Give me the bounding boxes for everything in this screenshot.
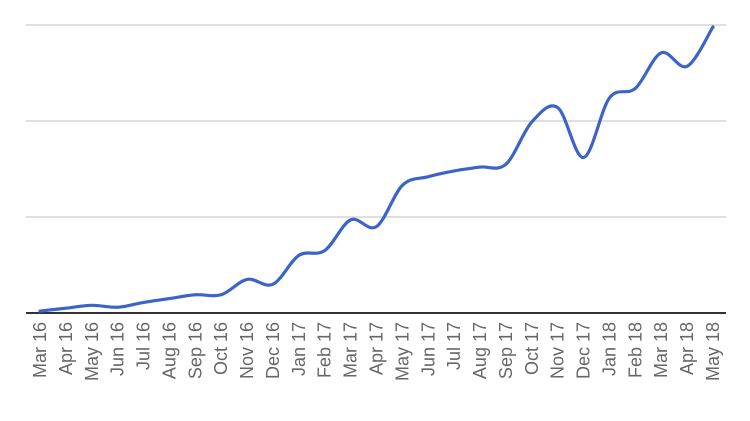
data-point-17 <box>477 164 483 170</box>
data-point-12 <box>348 217 354 223</box>
data-point-3 <box>115 304 121 310</box>
data-point-10 <box>296 252 302 258</box>
x-tick-label: Apr 16 <box>56 322 76 375</box>
gridlines <box>26 24 726 314</box>
x-axis: Mar 16 Apr 16 May 16 Jun 16 Jul 16 Aug 16 Sep … <box>30 322 723 381</box>
data-point-25 <box>684 63 690 69</box>
data-point-26 <box>710 24 716 30</box>
data-point-4 <box>141 299 147 305</box>
data-point-5 <box>166 296 172 302</box>
x-tick-label: Mar 17 <box>341 322 361 378</box>
data-point-24 <box>658 50 664 56</box>
data-point-20 <box>555 105 561 111</box>
x-tick-label: Jul 17 <box>444 322 464 370</box>
data-point-1 <box>63 305 69 311</box>
x-tick-label: Dec 16 <box>263 322 283 379</box>
x-tick-label: Jan 18 <box>599 322 619 376</box>
x-tick-label: Jul 16 <box>134 322 154 370</box>
x-tick-label: Sep 16 <box>185 322 205 379</box>
x-tick-label: Mar 16 <box>30 322 50 378</box>
data-point-19 <box>529 119 535 125</box>
data-point-23 <box>632 85 638 91</box>
x-tick-label: Jun 17 <box>418 322 438 376</box>
data-point-11 <box>322 248 328 254</box>
data-point-0 <box>37 308 43 314</box>
data-point-18 <box>503 161 509 167</box>
x-tick-label: Dec 17 <box>574 322 594 379</box>
data-point-21 <box>581 154 587 160</box>
x-tick-label: Jan 17 <box>289 322 309 376</box>
data-point-16 <box>451 168 457 174</box>
x-tick-label: Mar 18 <box>651 322 671 378</box>
data-point-22 <box>606 95 612 101</box>
x-tick-label: Feb 18 <box>625 322 645 378</box>
x-tick-label: Sep 17 <box>496 322 516 379</box>
series-line-0 <box>38 25 715 313</box>
data-point-13 <box>374 224 380 230</box>
x-tick-label: May 16 <box>82 322 102 381</box>
x-tick-label: May 17 <box>392 322 412 381</box>
x-tick-label: Apr 18 <box>677 322 697 375</box>
x-tick-label: Nov 16 <box>237 322 257 379</box>
x-tick-label: Feb 17 <box>315 322 335 378</box>
x-tick-label: May 18 <box>703 322 723 381</box>
data-point-6 <box>192 292 198 298</box>
data-point-14 <box>399 182 405 188</box>
data-point-8 <box>244 276 250 282</box>
series-layer <box>37 24 716 314</box>
x-tick-label: Aug 16 <box>159 322 179 379</box>
data-point-15 <box>425 174 431 180</box>
x-tick-label: Aug 17 <box>470 322 490 379</box>
x-tick-label: Nov 17 <box>548 322 568 379</box>
x-tick-label: Jun 16 <box>108 322 128 376</box>
data-point-2 <box>89 302 95 308</box>
data-point-9 <box>270 281 276 287</box>
x-tick-label: Apr 17 <box>367 322 387 375</box>
x-tick-label: Oct 16 <box>211 322 231 375</box>
x-tick-label: Oct 17 <box>522 322 542 375</box>
data-point-7 <box>218 292 224 298</box>
